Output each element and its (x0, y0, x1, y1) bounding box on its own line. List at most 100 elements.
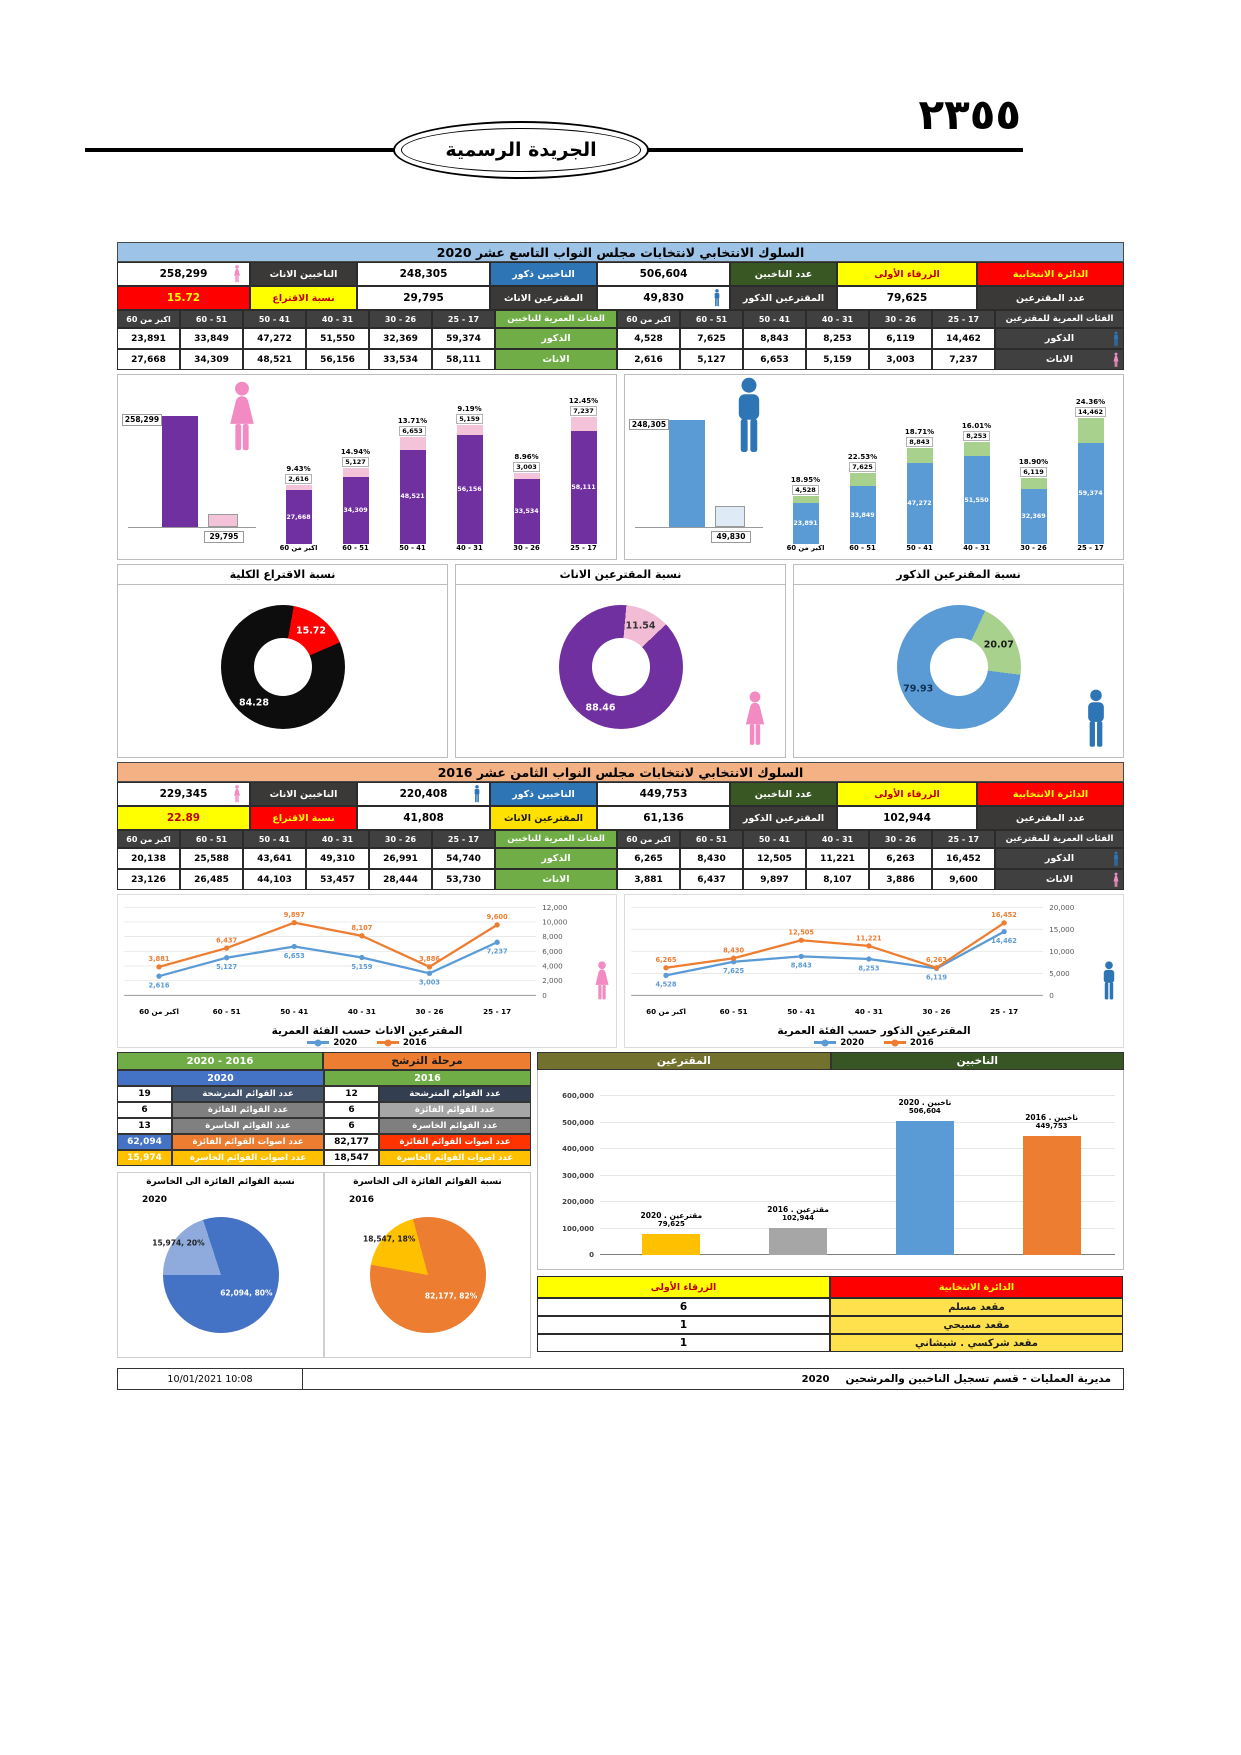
donut-hole (929, 638, 988, 696)
age-header: 40 - 31 (306, 830, 369, 848)
female-icon (1112, 872, 1120, 887)
gazette-title: الجريدة الرسمية (401, 128, 641, 172)
svg-text:0: 0 (542, 991, 547, 1000)
line-chart-svg: 12,000 10,000 8,000 6,000 4,000 2,000 0 2,616 5,… (124, 903, 568, 1016)
bar-column: 18.71% 8,843 47,272 (891, 379, 948, 544)
males-label-turnout: الذكور (995, 328, 1124, 349)
gridline (600, 1148, 1115, 1149)
turnout-male-age-value: 6,263 (869, 848, 932, 869)
age-category-label: 50 - 41 (399, 544, 426, 552)
voters-male-age-value: 43,641 (243, 848, 306, 869)
district-value: الزرقاء الأولى (837, 782, 977, 806)
age-header: 40 - 31 (806, 830, 869, 848)
svg-text:14,462: 14,462 (991, 937, 1017, 945)
voters-header: الناخبين (830, 1052, 1124, 1070)
age-header: 50 - 41 (243, 310, 306, 328)
donut-male-chart: 20.07 79.93 (794, 585, 1123, 757)
turnout-total-label: 49,830 (711, 531, 751, 543)
footer-year: 2020 (801, 1373, 830, 1385)
svg-text:6,119: 6,119 (926, 974, 947, 982)
slice-value-label: 11.54 (625, 620, 656, 632)
turnout-female-age-value: 6,653 (743, 349, 806, 370)
legend: 2020 2016 (625, 1038, 1123, 1048)
voters-male-age-value: 20,138 (117, 848, 180, 869)
females-label-turnout: الاناث (995, 869, 1124, 890)
line-chart-male-panel: 20,000 15,000 10,000 5,000 0 4,528 7,625 8,843 8… (624, 894, 1124, 1048)
female-icon (232, 265, 242, 283)
turnout-male-count: 49,830 (643, 292, 684, 304)
age-header: 40 - 31 (806, 310, 869, 328)
voters-female-count: 229,345 (159, 788, 208, 800)
gridline (600, 1095, 1115, 1096)
votes-winning-label: عدد اصوات القوائم الفائزة (172, 1134, 324, 1150)
donut-total-title: نسبة الاقتراع الكلية (118, 565, 447, 585)
svg-text:5,127: 5,127 (216, 963, 237, 971)
turnout-bar (342, 467, 369, 478)
candidacy-table-2020: 2020 19 عدد القوائم المترشحة 6 عدد القوائم… (117, 1070, 324, 1166)
candidacy-2016-header: 2016 (324, 1070, 531, 1086)
age-groups-turnout-label: الفئات العمرية للمقترعين (995, 830, 1124, 848)
donut-row: نسبة الاقتراع الكلية 15.72 84.28 نسبة الم… (117, 564, 1124, 758)
pie-title: نسبة القوائم الفائزة الى الخاسرة (353, 1177, 502, 1187)
bar-column: 8.96% 3,003 33,534 (498, 379, 555, 544)
percent-label: 9.43% (286, 465, 311, 474)
winning-count: 6 (117, 1102, 172, 1118)
turnout-female-age-value: 5,159 (806, 349, 869, 370)
age-header-row-2016: اكبر من 60 60 - 51 50 - 41 40 - 31 30 - … (117, 830, 1124, 848)
percent-label: 9.19% (457, 405, 482, 414)
svg-text:6,265: 6,265 (655, 956, 676, 964)
svg-text:25 - 17: 25 - 17 (990, 1007, 1018, 1016)
voters-value-label: 48,521 (400, 493, 425, 501)
svg-text:7,237: 7,237 (487, 947, 508, 955)
slice-value-label: 79.93 (903, 683, 934, 695)
voters-bar: 58,111 (570, 431, 597, 544)
turnout-female-age-value: 9,897 (743, 869, 806, 890)
voters-total: 506,604 (597, 262, 730, 286)
voters-bar: 33,849 (849, 486, 876, 544)
losing-count: 13 (117, 1118, 172, 1134)
section-2016-title: السلوك الانتخابي لانتخابات مجلس النواب ا… (117, 762, 1124, 782)
footer-datetime: 10/01/2021 10:08 (118, 1369, 303, 1389)
age-header: اكبر من 60 (117, 830, 180, 848)
svg-text:6,263: 6,263 (926, 956, 947, 964)
svg-text:6,437: 6,437 (216, 936, 237, 944)
line-chart-female-panel: 12,000 10,000 8,000 6,000 4,000 2,000 0 2,616 5,… (117, 894, 617, 1048)
turnout-bar (285, 485, 312, 491)
turnout-male-age-value: 11,221 (806, 848, 869, 869)
y-axis-label: 400,000 (562, 1145, 594, 1153)
voters-female-count-cell: 229,345 (117, 782, 250, 806)
turnout-female-age-value: 3,003 (869, 349, 932, 370)
percent-label: 24.36% (1075, 398, 1106, 406)
age-header: 60 - 51 (180, 830, 243, 848)
line-charts-row: 12,000 10,000 8,000 6,000 4,000 2,000 0 2,616 5,… (117, 894, 1124, 1048)
y-axis-label: 300,000 (562, 1171, 594, 1180)
turnout-male-count-cell: 49,830 (597, 286, 730, 310)
turnout-female-age-value: 2,616 (617, 349, 680, 370)
legend: 2020 2016 (118, 1038, 616, 1048)
male-age-chart: 18.95% 4,528 23,891 اكبر من 60 22.53% 7,625 33… (777, 379, 1119, 557)
svg-text:12,505: 12,505 (788, 929, 814, 937)
svg-text:15,000: 15,000 (1049, 925, 1074, 934)
female-icon (592, 961, 612, 1001)
slice-value-label: 20.07 (983, 639, 1014, 651)
turnout-female-label: المقترعين الاناث (490, 286, 597, 310)
voters-bar: 51,550 (963, 456, 990, 544)
bar-label: ناخبين . 2020 506,604 (870, 1098, 980, 1115)
voters-male-age-value: 49,310 (306, 848, 369, 869)
females-label: الاناث (495, 349, 617, 370)
age-header: 30 - 26 (869, 830, 932, 848)
turnout-total: 79,625 (837, 286, 977, 310)
svg-text:60 - 51: 60 - 51 (720, 1007, 748, 1016)
voters-female-age-value: 34,309 (180, 349, 243, 370)
voters-bar: 56,156 (456, 435, 483, 544)
svg-text:40 - 31: 40 - 31 (855, 1007, 883, 1016)
bar-series-name: مقترعين . 2020 (640, 1210, 703, 1220)
male-icon (1112, 851, 1120, 866)
turnout-male-age-value: 14,462 (932, 328, 995, 349)
turnout-male-age-value: 7,625 (680, 328, 743, 349)
pie-panel-2020: نسبة القوائم الفائزة الى الخاسرة 2020 62… (117, 1172, 324, 1358)
turnout-value-label: 6,653 (399, 426, 426, 437)
y-axis-label: 100,000 (562, 1224, 594, 1233)
age-category-label: 40 - 31 (456, 544, 483, 552)
svg-text:11,221: 11,221 (856, 934, 882, 942)
